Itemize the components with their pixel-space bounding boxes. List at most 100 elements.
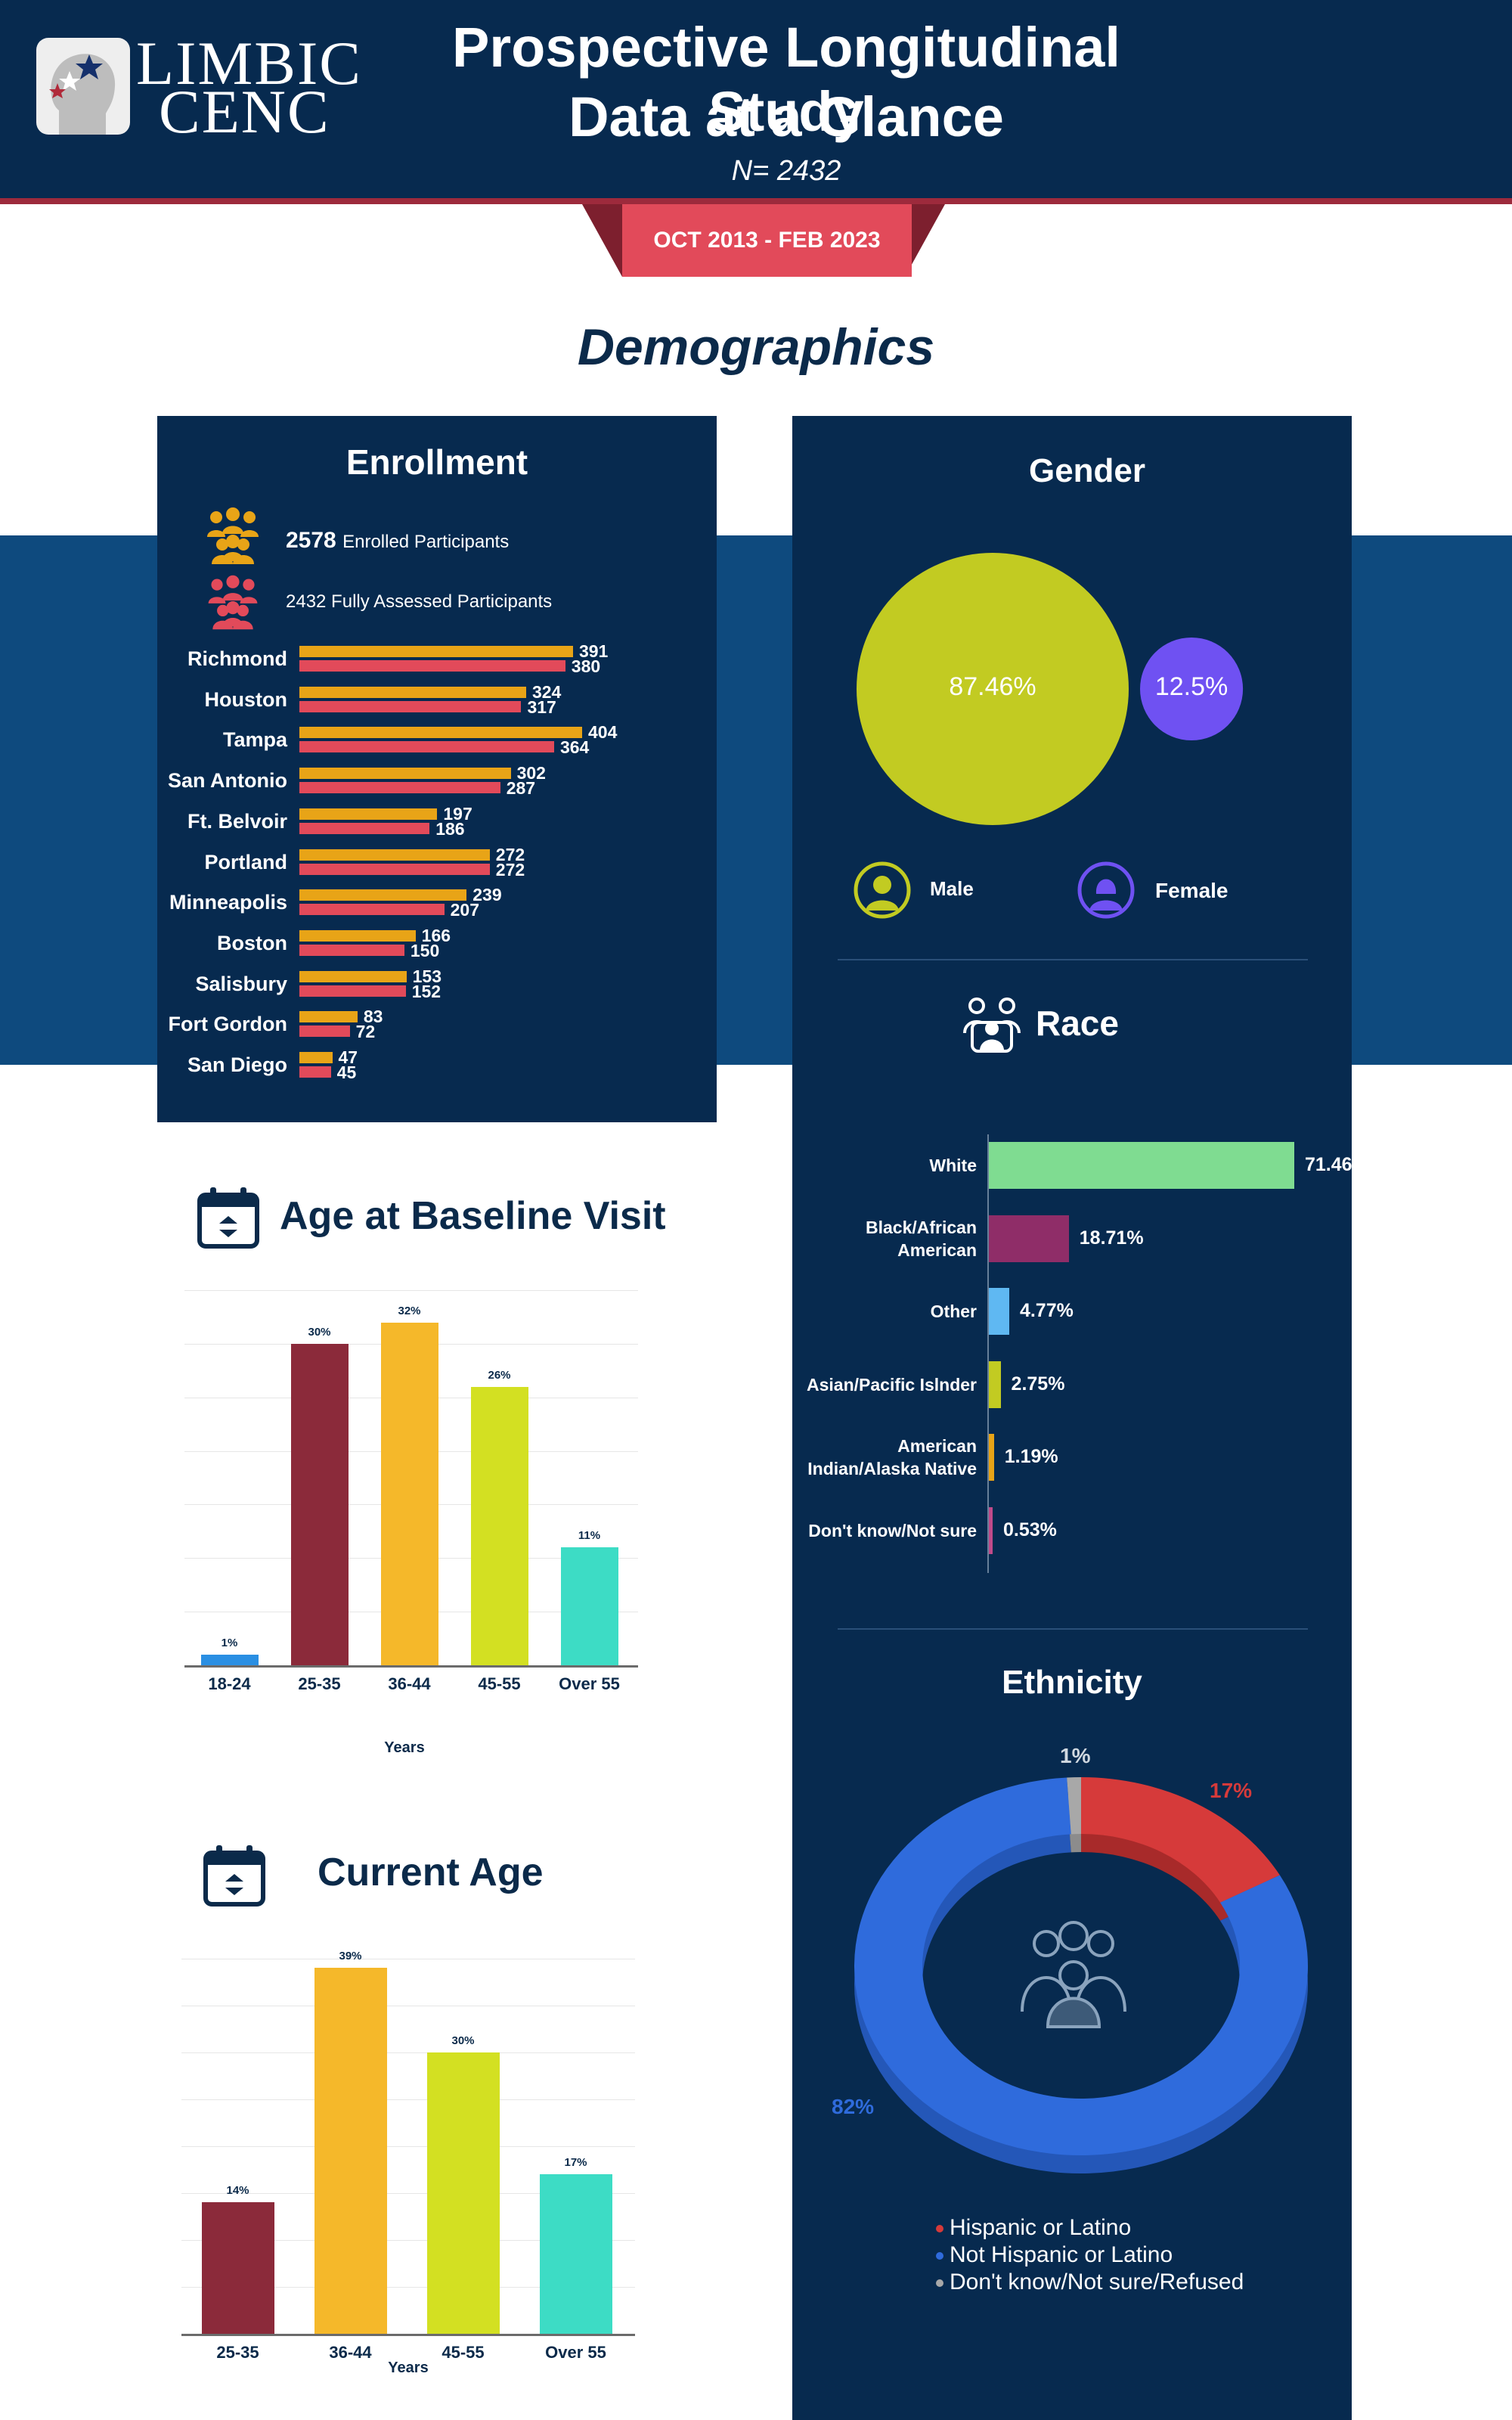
current-age-title: Current Age [318, 1851, 544, 1894]
race-label: White [795, 1154, 977, 1177]
enrollment-bar [299, 660, 565, 672]
race-label-line: Black/African [865, 1217, 977, 1237]
race-bar [989, 1506, 993, 1554]
enrollment-bar [299, 727, 582, 739]
ethnicity-slice [854, 1777, 1308, 2155]
x-axis-line [184, 1665, 638, 1668]
ethnicity-percent-label: 1% [1060, 1744, 1091, 1767]
ethnicity-title: Ethnicity [1002, 1664, 1142, 1701]
enrollment-bar [299, 944, 404, 956]
enrollment-bar [299, 929, 416, 942]
enrollment-bar [299, 782, 500, 794]
ethnicity-percent-label: 17% [1210, 1779, 1253, 1802]
age-baseline-title: Age at Baseline Visit [280, 1194, 666, 1238]
site-label: Houston [204, 687, 287, 711]
sample-size: N= 2432 [731, 155, 841, 187]
head-icon [49, 54, 116, 135]
assessed-text: 2432 Fully Assessed Participants [286, 591, 553, 612]
people-group-icon [207, 507, 259, 564]
race-bar [989, 1288, 1009, 1335]
enrollment-bar [299, 863, 490, 875]
site-label: San Antonio [168, 769, 287, 793]
age-category-label: Over 55 [559, 1674, 620, 1693]
enrollment-bar [299, 700, 522, 712]
date-range-badge: OCT 2013 - FEB 2023 [622, 204, 912, 277]
site-label: Minneapolis [169, 891, 287, 914]
gridline [181, 2052, 635, 2053]
age-bar-value-label: 11% [578, 1529, 601, 1543]
age-category-label: 18-24 [208, 1674, 251, 1693]
enrollment-bar [299, 768, 511, 780]
site-label: Portland [204, 850, 287, 873]
legend-item: Hispanic or Latino [936, 2214, 1244, 2242]
site-label: Salisbury [195, 972, 287, 995]
ethnicity-percent-label: 82% [832, 2095, 875, 2118]
age-category-label: 45-55 [442, 2343, 485, 2362]
bar-value-label: 72 [355, 1022, 376, 1042]
bar-value-label: 324 [531, 681, 562, 702]
bar-value-label: 152 [411, 981, 442, 1001]
gridline [181, 2193, 635, 2194]
race-value-label: 1.19% [1004, 1446, 1058, 1467]
bar-value-label: 364 [559, 737, 590, 758]
enrollment-bar [299, 808, 438, 820]
people-outline-icon [963, 997, 1021, 1053]
age-baseline-xlabel: Years [384, 1739, 425, 1756]
bar-value-label: 207 [450, 900, 479, 920]
gridline [181, 2240, 635, 2241]
race-bar [989, 1142, 1294, 1189]
logo-text-line2: CENC [159, 77, 330, 146]
legend-swatch [936, 2252, 943, 2260]
enrollment-bar [299, 970, 407, 982]
gender-title: Gender [1028, 452, 1146, 489]
calendar-icon [197, 1187, 259, 1249]
age-bar-value-label: 30% [308, 1325, 331, 1339]
age-bar [290, 1343, 349, 1665]
page-title-line1: Prospective Longitudinal Study [452, 16, 1120, 143]
enrollment-bar [299, 904, 445, 916]
x-axis-line [181, 2334, 635, 2336]
section-title: Demographics [577, 318, 935, 376]
female-percent-label: 12.5% [1154, 672, 1228, 701]
female-bubble [1140, 637, 1244, 741]
race-label: Don't know/Not sure [795, 1519, 977, 1542]
legend-item: Not Hispanic or Latino [936, 2242, 1244, 2269]
race-bar [989, 1215, 1069, 1262]
site-label: Ft. Belvoir [187, 809, 287, 833]
bar-value-label: 391 [578, 641, 609, 661]
legend-swatch [936, 2225, 943, 2233]
race-label: Black/African American [795, 1216, 977, 1261]
race-axis-line [987, 1134, 989, 1573]
male-bubble [857, 553, 1129, 825]
enrollment-bar [299, 822, 430, 834]
bar-value-label: 287 [506, 778, 536, 799]
bar-value-label: 186 [435, 818, 465, 839]
age-bar-value-label: 32% [398, 1304, 421, 1317]
race-bar [989, 1360, 1001, 1408]
male-icon [854, 861, 911, 919]
age-bar-value-label: 17% [564, 2156, 587, 2170]
enrollment-bar [299, 849, 490, 861]
site-label: Fort Gordon [168, 1013, 287, 1036]
gridline [184, 1290, 638, 1291]
enrollment-bar [299, 1011, 358, 1023]
race-label-line: Other [930, 1302, 977, 1321]
male-percent-label: 87.46% [949, 672, 1036, 701]
race-label: Asian/Pacific Islnder [795, 1373, 977, 1396]
site-label: Tampa [222, 728, 287, 752]
age-category-label: 25-35 [216, 2343, 259, 2362]
race-bar [989, 1434, 994, 1481]
age-bar [539, 2174, 612, 2334]
legend-item: Don't know/Not sure/Refused [936, 2269, 1244, 2296]
bar-value-label: 166 [421, 925, 451, 945]
male-label: Male [930, 877, 974, 900]
ethnicity-slice [1081, 1777, 1280, 1903]
age-bar [426, 2052, 500, 2334]
race-label-line: American [897, 1436, 977, 1456]
age-category-label: 36-44 [329, 2343, 372, 2362]
enrollment-bar [299, 741, 554, 753]
enrollment-bar [299, 686, 526, 698]
race-label-line: Asian/Pacific Islnder [807, 1374, 977, 1395]
race-value-label: 2.75% [1011, 1373, 1065, 1395]
bar-value-label: 317 [527, 697, 556, 717]
